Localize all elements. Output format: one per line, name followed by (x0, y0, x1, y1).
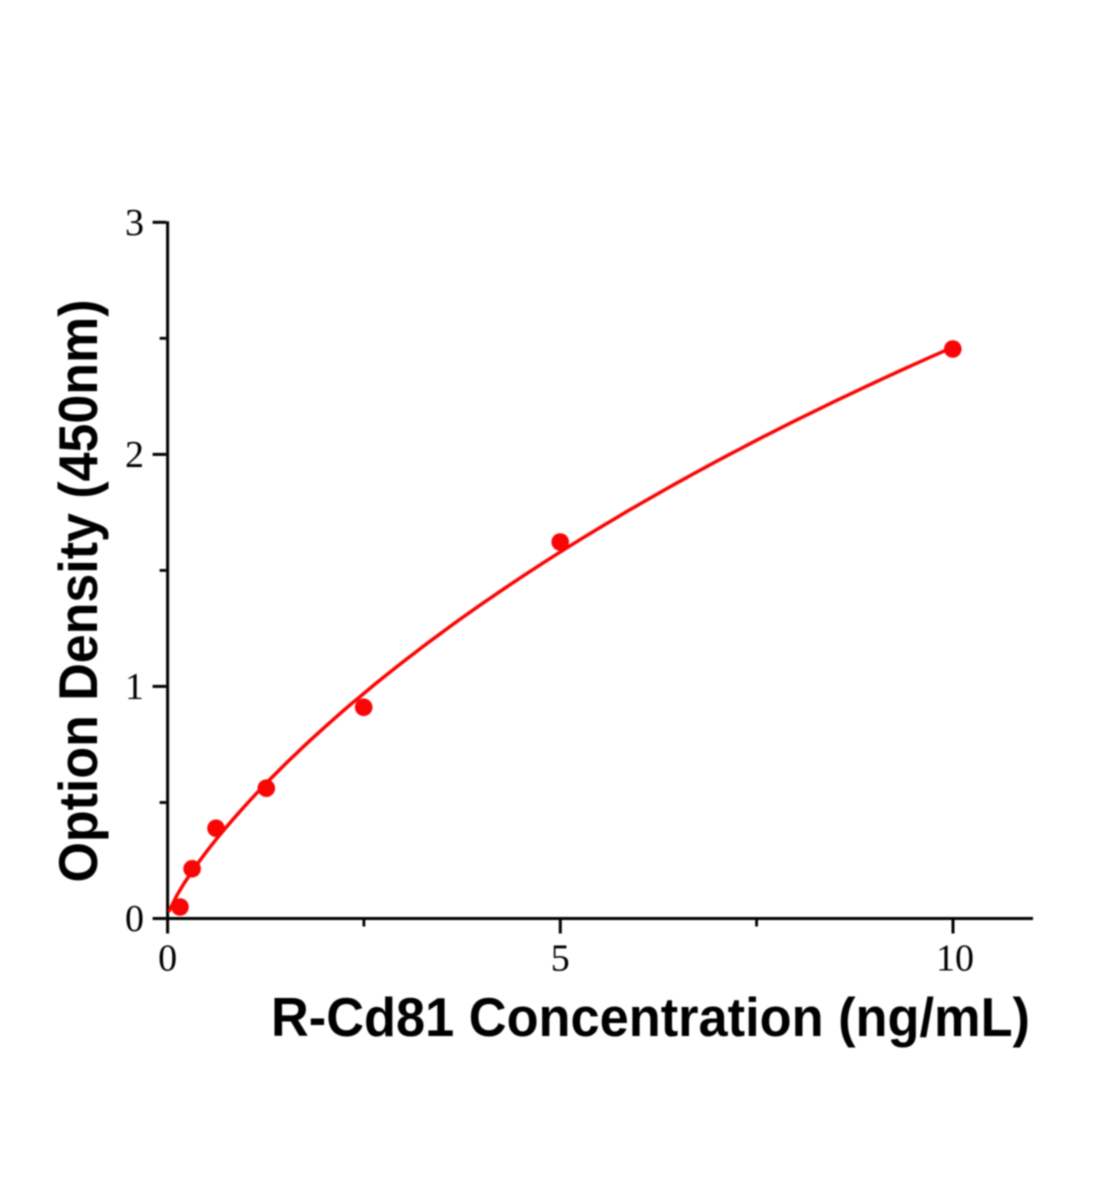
svg-text:0: 0 (125, 898, 144, 940)
svg-text:3: 3 (125, 202, 144, 244)
svg-text:0: 0 (158, 938, 177, 980)
svg-text:10: 10 (936, 938, 974, 980)
svg-text:1: 1 (125, 666, 144, 708)
svg-text:Option Density (450nm): Option Density (450nm) (47, 300, 109, 883)
svg-text:R-Cd81 Concentration (ng/mL): R-Cd81 Concentration (ng/mL) (271, 986, 1030, 1048)
svg-text:2: 2 (125, 434, 144, 476)
svg-text:5: 5 (551, 938, 570, 980)
